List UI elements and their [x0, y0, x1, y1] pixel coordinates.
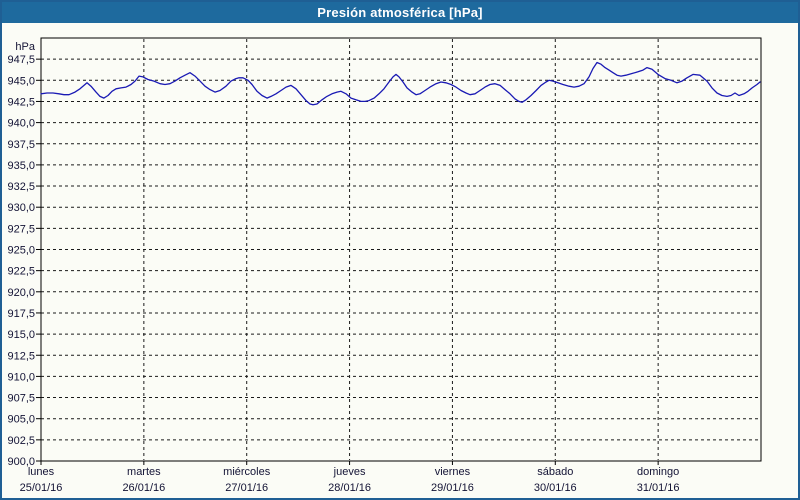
- x-axis-date-label: 28/01/16: [328, 482, 371, 494]
- x-axis-date-label: 25/01/16: [20, 482, 63, 494]
- x-axis-date-label: 26/01/16: [122, 482, 165, 494]
- pressure-line-series: [40, 61, 761, 106]
- x-axis-day-label: sábado: [537, 466, 573, 478]
- plot-border: [40, 37, 762, 462]
- y-axis-label: 932,5: [7, 181, 35, 193]
- y-axis-label: 910,0: [7, 371, 35, 383]
- y-axis-label: 912,5: [7, 350, 35, 362]
- x-axis-date-label: 30/01/16: [534, 482, 577, 494]
- y-axis-label: 920,0: [7, 287, 35, 299]
- x-axis-date-label: 29/01/16: [431, 482, 474, 494]
- pressure-chart: 947,5 945,0 942,5 940,0 937,5 935,0 932,5 930,0…: [2, 23, 798, 498]
- y-axis-label: 915,0: [7, 329, 35, 341]
- x-axis-day-label: lunes: [28, 466, 55, 478]
- y-axis-label: 900,0: [7, 456, 35, 468]
- y-axis-label: 940,0: [7, 118, 35, 130]
- x-axis-date-label: 27/01/16: [225, 482, 268, 494]
- x-axis-day-label: viernes: [435, 466, 471, 478]
- page-title: Presión atmosférica [hPa]: [317, 5, 483, 20]
- x-axis-day-label: jueves: [333, 466, 366, 478]
- chart-background: [2, 23, 798, 498]
- y-axis-label: 930,0: [7, 202, 35, 214]
- window-title-bar: Presión atmosférica [hPa]: [2, 2, 798, 23]
- y-axis-label: 942,5: [7, 96, 35, 108]
- y-axis-label: 905,0: [7, 414, 35, 426]
- y-axis-label: 907,5: [7, 393, 35, 405]
- y-axis-label: 947,5: [7, 54, 35, 66]
- y-axis-label: 937,5: [7, 139, 35, 151]
- y-axis-label: 927,5: [7, 223, 35, 235]
- pressure-chart-area: 947,5 945,0 942,5 940,0 937,5 935,0 932,5 930,0…: [2, 23, 798, 498]
- y-axis-label: 917,5: [7, 308, 35, 320]
- x-axis-day-label: martes: [127, 466, 161, 478]
- y-axis-label: 902,5: [7, 435, 35, 447]
- y-axis-label: 925,0: [7, 245, 35, 257]
- y-axis-unit-label: hPa: [15, 41, 35, 53]
- x-axis-day-label: miércoles: [223, 466, 271, 478]
- x-axis-day-label: domingo: [637, 466, 679, 478]
- y-axis-label: 935,0: [7, 160, 35, 172]
- y-axis-label: 922,5: [7, 266, 35, 278]
- y-axis-label: 945,0: [7, 75, 35, 87]
- x-axis-date-label: 31/01/16: [637, 482, 680, 494]
